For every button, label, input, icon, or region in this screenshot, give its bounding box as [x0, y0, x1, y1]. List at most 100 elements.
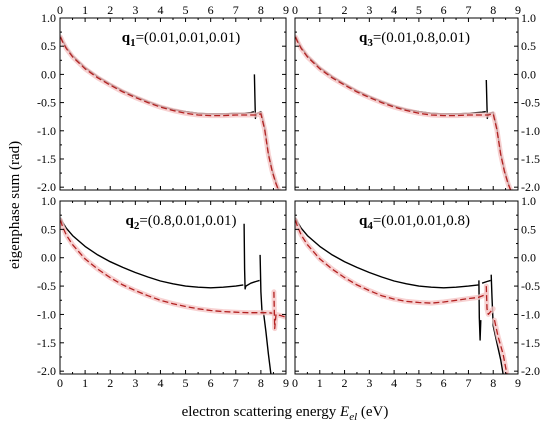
x-tick-label: 4 — [391, 3, 397, 17]
x-tick-label: 6 — [441, 3, 447, 17]
plot-area — [295, 217, 510, 374]
x-tick-label: 3 — [132, 376, 138, 390]
x-tick-label: 8 — [258, 376, 264, 390]
x-tick-label: 1 — [82, 376, 88, 390]
y-tick-label: -1.0 — [521, 124, 540, 138]
y-tick-label: -2.0 — [37, 364, 56, 378]
y-tick-label: 0.5 — [41, 39, 56, 53]
panel-label-vector: q — [359, 213, 368, 229]
x-tick-label: 5 — [183, 3, 189, 17]
y-tick-label: -0.5 — [521, 96, 540, 110]
y-tick-label: 0.5 — [521, 222, 536, 236]
solid-series-line-segment-2 — [243, 223, 260, 290]
x-tick-label: 9 — [515, 376, 521, 390]
panel-label-vector: q — [359, 30, 368, 46]
x-tick-label: 1 — [317, 3, 323, 17]
x-tick-label: 9 — [283, 376, 289, 390]
y-tick-label: -1.5 — [521, 336, 540, 350]
panel-label-vector: q — [125, 213, 134, 229]
y-tick-label: 0.0 — [521, 67, 536, 81]
plot-area — [60, 34, 281, 190]
x-tick-label: 1 — [82, 3, 88, 17]
panel-label-vector: q — [122, 30, 131, 46]
dashed-series-line-segment-1 — [295, 36, 512, 190]
dashed-series-shade-segment-1 — [295, 34, 514, 190]
panel-label-subscript: 3 — [367, 37, 373, 49]
y-tick-label: 0.0 — [41, 251, 56, 265]
panel-2: 0 1 2 3 4 5 6 7 8 91.00.50.0-0.5-1.0-1.5-2.0q3=(0… — [292, 3, 540, 194]
dashed-series-line-segment-1 — [295, 220, 487, 304]
x-tick-label: 9 — [283, 3, 289, 17]
y-tick-label: -1.0 — [37, 124, 56, 138]
solid-series-line-segment-3 — [481, 279, 491, 284]
solid-series-line-segment-2 — [253, 74, 258, 120]
panel-label-components: =(0.8,0.01,0.01) — [139, 213, 236, 229]
dashed-series-line-segment-3 — [493, 319, 508, 374]
x-tick-label: 2 — [107, 376, 113, 390]
y-tick-label: 1.0 — [41, 194, 56, 208]
x-tick-label: 3 — [132, 3, 138, 17]
panel-label: q1=(0.01,0.01,0.01) — [122, 30, 241, 49]
x-tick-label: 1 — [317, 376, 323, 390]
x-tick-label: 5 — [416, 3, 422, 17]
x-tick-label: 0 — [292, 376, 298, 390]
y-tick-label: -1.5 — [37, 152, 56, 166]
panel-label-subscript: 2 — [134, 220, 140, 232]
solid-series-line-segment-2 — [478, 280, 482, 341]
panel-label: q3=(0.01,0.8,0.01) — [359, 30, 470, 49]
y-tick-label: 0.5 — [41, 222, 56, 236]
x-tick-label: 3 — [366, 376, 372, 390]
chart-panels: 0 1 2 3 4 5 6 7 8 91.00.50.0-0.5-1.0-1.5-2.0q1=(0… — [37, 3, 540, 390]
dashed-series-line-segment-1 — [60, 36, 280, 190]
panel-label-components: =(0.01,0.01,0.01) — [136, 30, 241, 46]
x-tick-label: 8 — [490, 376, 496, 390]
panel-1: 0 1 2 3 4 5 6 7 8 91.00.50.0-0.5-1.0-1.5-2.0q1=(0… — [37, 3, 289, 194]
y-axis-label: eigenphase sum (rad) — [7, 141, 23, 269]
solid-series-line-segment-1 — [295, 217, 479, 289]
panel-label-components: =(0.01,0.8,0.01) — [373, 30, 470, 46]
x-tick-label: 7 — [233, 376, 239, 390]
x-tick-label: 8 — [258, 3, 264, 17]
x-tick-label: 4 — [157, 3, 163, 17]
dashed-series-line-segment-2 — [485, 286, 494, 316]
y-tick-label: -1.0 — [521, 307, 540, 321]
x-axis-label-subscript: el — [349, 411, 357, 423]
y-tick-label: 1.0 — [521, 194, 536, 208]
plot-area — [295, 34, 514, 190]
x-tick-label: 9 — [515, 3, 521, 17]
y-tick-label: -1.5 — [521, 152, 540, 166]
y-tick-label: -0.5 — [521, 279, 540, 293]
y-tick-label: -2.0 — [521, 180, 540, 194]
solid-series-line-segment-4 — [262, 311, 272, 374]
dashed-series-shade-segment-1 — [295, 217, 489, 306]
solid-series-line-segment-3 — [259, 254, 264, 314]
panel-label-components: =(0.01,0.01,0.8) — [373, 213, 470, 229]
y-tick-label: -0.5 — [37, 96, 56, 110]
y-tick-label: 0.0 — [521, 251, 536, 265]
dashed-series-shade-segment-1 — [60, 217, 276, 316]
x-tick-label: 0 — [292, 3, 298, 17]
y-tick-label: -2.0 — [521, 364, 540, 378]
panel-label-subscript: 1 — [130, 37, 136, 49]
panel-4: 0 1 2 3 4 5 6 7 8 91.00.50.0-0.5-1.0-1.5-2.0q4=(0… — [292, 194, 540, 390]
x-tick-label: 7 — [233, 3, 239, 17]
x-tick-label: 7 — [465, 3, 471, 17]
x-tick-label: 2 — [107, 3, 113, 17]
dashed-series-shade-segment-2 — [271, 289, 286, 332]
x-tick-label: 3 — [366, 3, 372, 17]
x-tick-label: 2 — [342, 3, 348, 17]
x-tick-label: 5 — [416, 376, 422, 390]
x-axis-label-symbol: E — [339, 404, 349, 420]
y-tick-label: 1.0 — [41, 11, 56, 25]
dashed-series-shade-segment-1 — [60, 34, 281, 190]
y-tick-label: 0.0 — [41, 67, 56, 81]
x-tick-label: 6 — [441, 376, 447, 390]
y-tick-label: 1.0 — [521, 11, 536, 25]
x-tick-label: 0 — [57, 3, 63, 17]
x-tick-label: 4 — [157, 376, 163, 390]
dashed-series-line-segment-1 — [60, 220, 274, 314]
x-tick-label: 0 — [57, 376, 63, 390]
panel-label: q4=(0.01,0.01,0.8) — [359, 213, 470, 232]
solid-series-line-segment-1 — [60, 217, 244, 289]
x-axis-label-suffix: (eV) — [357, 404, 388, 420]
